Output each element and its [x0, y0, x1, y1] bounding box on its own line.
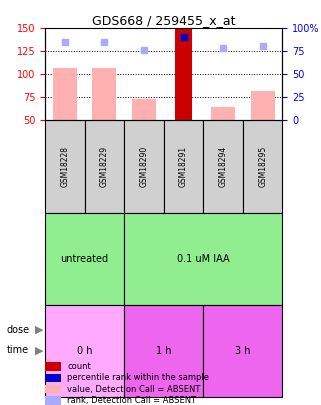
- Bar: [251, 91, 274, 121]
- Text: GSM18290: GSM18290: [139, 146, 148, 187]
- Text: dose: dose: [6, 325, 30, 335]
- FancyBboxPatch shape: [203, 121, 243, 213]
- Bar: [211, 107, 235, 121]
- Text: GSM18229: GSM18229: [100, 146, 109, 187]
- Text: ▶: ▶: [35, 345, 44, 355]
- Text: 1 h: 1 h: [156, 346, 171, 356]
- Bar: [92, 68, 116, 121]
- FancyBboxPatch shape: [45, 121, 84, 213]
- FancyBboxPatch shape: [45, 305, 124, 397]
- Text: GSM18295: GSM18295: [258, 146, 267, 187]
- Bar: [132, 99, 156, 121]
- Bar: [175, 28, 192, 121]
- Text: 0 h: 0 h: [77, 346, 92, 356]
- FancyBboxPatch shape: [164, 121, 203, 213]
- Text: GSM18228: GSM18228: [60, 146, 69, 187]
- Text: count: count: [67, 362, 91, 371]
- Text: GSM18294: GSM18294: [219, 146, 228, 187]
- Text: GSM18291: GSM18291: [179, 146, 188, 187]
- FancyBboxPatch shape: [203, 305, 282, 397]
- Bar: [53, 68, 77, 121]
- Text: value, Detection Call = ABSENT: value, Detection Call = ABSENT: [67, 385, 201, 394]
- Text: rank, Detection Call = ABSENT: rank, Detection Call = ABSENT: [67, 396, 196, 405]
- Text: 0.1 uM IAA: 0.1 uM IAA: [177, 254, 230, 264]
- FancyBboxPatch shape: [84, 121, 124, 213]
- Text: percentile rank within the sample: percentile rank within the sample: [67, 373, 209, 382]
- FancyBboxPatch shape: [124, 213, 282, 305]
- Title: GDS668 / 259455_x_at: GDS668 / 259455_x_at: [92, 14, 236, 27]
- FancyBboxPatch shape: [45, 213, 124, 305]
- FancyBboxPatch shape: [124, 121, 164, 213]
- Text: 3 h: 3 h: [235, 346, 251, 356]
- Text: time: time: [6, 345, 29, 355]
- FancyBboxPatch shape: [124, 305, 203, 397]
- Text: untreated: untreated: [60, 254, 108, 264]
- Text: ▶: ▶: [35, 325, 44, 335]
- FancyBboxPatch shape: [243, 121, 282, 213]
